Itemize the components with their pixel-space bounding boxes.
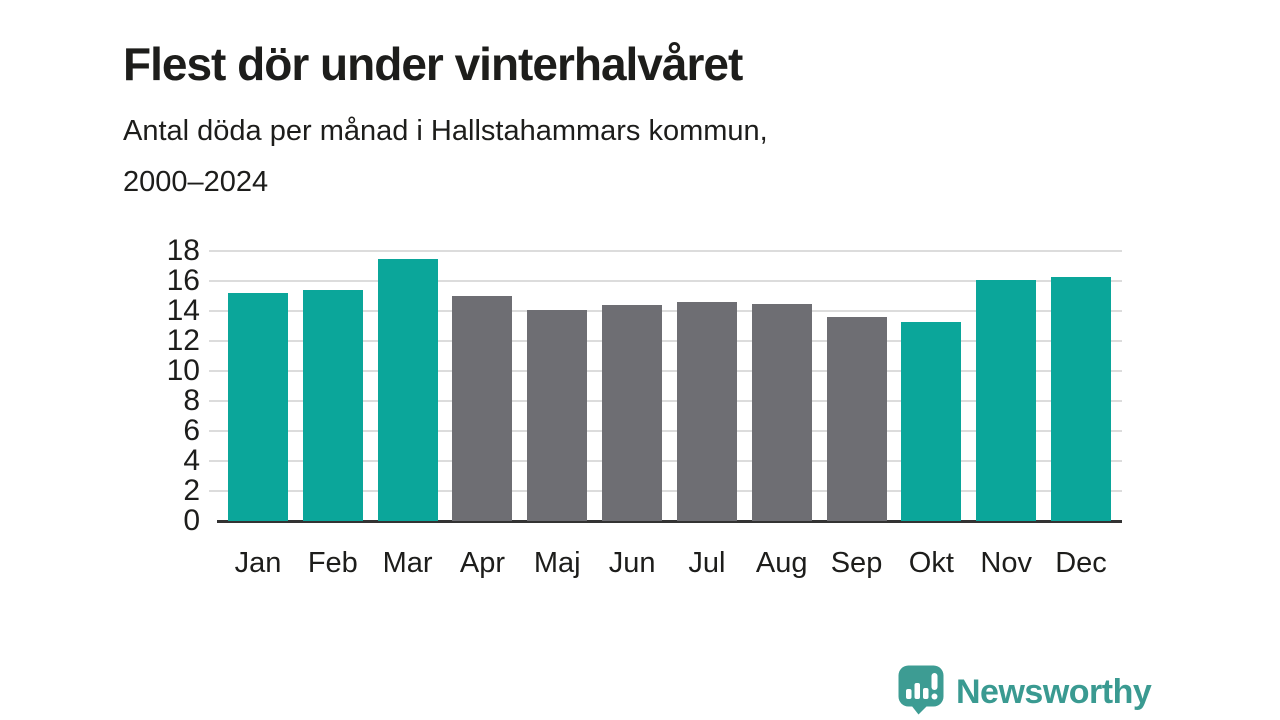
y-tick-label-0: 0 — [183, 504, 200, 537]
y-tick-label-14: 14 — [166, 294, 200, 327]
gridline-y-14 — [209, 310, 1122, 312]
y-tick-label-4: 4 — [183, 444, 200, 477]
bar-nov — [976, 279, 1037, 521]
y-tick-label-8: 8 — [183, 384, 200, 417]
chart-subtitle-line-1: Antal döda per månad i Hallstahammars ko… — [123, 115, 768, 147]
bar-maj — [527, 309, 588, 521]
gridline-y-16 — [209, 280, 1122, 282]
gridline-y-2 — [209, 490, 1122, 492]
y-tick-label-2: 2 — [183, 474, 200, 507]
newsworthy-brand: Newsworthy — [897, 664, 1152, 720]
x-tick-label-jul: Jul — [688, 547, 726, 579]
x-tick-label-nov: Nov — [980, 547, 1032, 579]
x-tick-label-mar: Mar — [382, 547, 433, 579]
y-tick-label-6: 6 — [183, 414, 200, 447]
chart-title: Flest dör under vinterhalvåret — [123, 37, 743, 90]
gridline-y-18 — [209, 250, 1122, 252]
bar-jan — [228, 293, 288, 521]
bar-dec — [1051, 276, 1111, 521]
bar-okt — [901, 321, 962, 521]
x-tick-label-jun: Jun — [608, 547, 656, 579]
bar-sep — [826, 317, 887, 521]
x-tick-label-sep: Sep — [830, 547, 883, 579]
x-tick-label-feb: Feb — [307, 547, 358, 579]
chart-subtitle-line-2: 2000–2024 — [123, 166, 269, 198]
y-tick-label-12: 12 — [166, 324, 200, 357]
y-tick-label-16: 16 — [166, 264, 200, 297]
x-tick-label-jan: Jan — [234, 547, 282, 579]
gridline-y-8 — [209, 400, 1122, 402]
bar-jul — [676, 302, 737, 521]
x-axis-baseline — [217, 520, 1122, 523]
newsworthy-logo-icon — [897, 664, 945, 720]
gridline-y-12 — [209, 340, 1122, 342]
x-tick-label-aug: Aug — [755, 547, 808, 579]
gridline-y-10 — [209, 370, 1122, 372]
chart-subtitle: Antal döda per månad i Hallstahammars ko… — [123, 106, 768, 208]
x-tick-label-apr: Apr — [459, 547, 506, 579]
bar-jun — [602, 305, 663, 521]
y-tick-label-18: 18 — [166, 234, 200, 267]
bar-apr — [452, 296, 513, 521]
bar-mar — [377, 258, 438, 521]
bar-aug — [751, 303, 812, 521]
newsworthy-wordmark: Newsworthy — [956, 673, 1152, 711]
gridline-y-6 — [209, 430, 1122, 432]
bar-feb — [302, 290, 363, 521]
gridline-y-4 — [209, 460, 1122, 462]
x-tick-label-okt: Okt — [908, 547, 954, 579]
y-tick-label-10: 10 — [166, 354, 200, 387]
x-tick-label-maj: Maj — [533, 547, 581, 579]
x-tick-label-dec: Dec — [1055, 547, 1107, 579]
bar-chart-plot-area: 0 2 4 6 8 10 12 14 16 18 Jan Feb Mar Apr Maj Jun Jul Aug S… — [167, 235, 1122, 579]
